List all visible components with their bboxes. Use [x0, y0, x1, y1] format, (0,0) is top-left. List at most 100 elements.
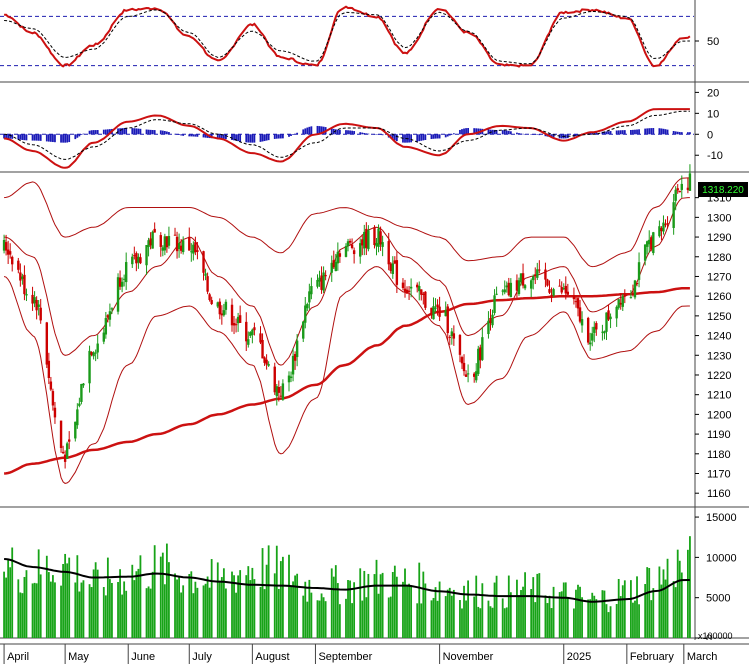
macd-histogram-bar	[416, 134, 419, 142]
macd-histogram-bar	[345, 130, 347, 135]
candle-body	[664, 224, 667, 226]
candle-body	[78, 403, 81, 406]
macd-histogram-bar	[304, 128, 307, 135]
candle-body	[106, 315, 110, 318]
candle-body	[304, 305, 307, 323]
candle-body	[135, 253, 138, 264]
macd-histogram-bar	[218, 134, 221, 139]
macd-histogram-bar	[106, 129, 109, 135]
candle-body	[678, 190, 681, 193]
x-tick-label: February	[630, 651, 675, 663]
candle-body	[159, 235, 162, 247]
candle-body	[120, 281, 124, 287]
candle-body	[88, 350, 91, 384]
macd-histogram-bar	[666, 129, 669, 135]
candle-body	[552, 289, 555, 296]
candle-body	[163, 236, 167, 251]
volume-bar	[436, 600, 439, 638]
volume-bar	[37, 549, 40, 638]
volume-bar	[288, 554, 290, 638]
macd-histogram-bar	[263, 134, 266, 142]
macd-histogram-bar	[520, 133, 522, 135]
candle-body	[49, 381, 53, 390]
volume-bar	[117, 582, 119, 638]
volume-bar	[7, 558, 10, 638]
macd-histogram-bar	[475, 128, 478, 135]
volume-bar	[509, 592, 512, 638]
macd-histogram-bar	[292, 134, 294, 135]
volume-bar	[94, 562, 97, 638]
candle-body	[375, 243, 378, 247]
macd-histogram-bar	[96, 130, 99, 135]
macd-histogram-bar	[11, 134, 14, 139]
candle-body	[607, 310, 610, 320]
volume-bar	[603, 590, 606, 638]
candle-body	[509, 282, 513, 298]
macd-histogram-bar	[644, 128, 647, 135]
volume-bar	[516, 579, 518, 638]
macd-histogram-bar	[47, 134, 50, 142]
macd-histogram-bar	[430, 134, 433, 140]
candle-body	[564, 285, 567, 294]
macd-histogram-bar	[35, 134, 38, 141]
candle-body	[580, 319, 584, 326]
macd-histogram-bar	[623, 130, 626, 135]
candle-body	[352, 250, 356, 255]
candle-body	[74, 421, 77, 439]
macd-histogram-bar	[82, 133, 85, 135]
macd-histogram-bar	[634, 129, 636, 135]
bollinger-upper-band	[4, 177, 690, 268]
macd-histogram-bar	[662, 128, 665, 135]
candle-body	[350, 244, 354, 248]
macd-histogram-bar	[636, 129, 638, 135]
macd-histogram-bar	[444, 134, 447, 138]
volume-bar	[430, 600, 433, 638]
volume-bar	[151, 571, 154, 638]
candle-body	[31, 294, 34, 304]
candle-body	[546, 279, 549, 286]
candle-body	[19, 272, 22, 281]
candle-body	[25, 294, 28, 296]
volume-bar	[448, 587, 451, 638]
macd-histogram-bar	[650, 128, 653, 135]
candle-body	[108, 311, 112, 320]
macd-histogram-bar	[347, 130, 349, 135]
volume-bar	[491, 607, 494, 638]
candle-body	[534, 274, 537, 276]
candle-body	[648, 239, 651, 245]
volume-bar	[672, 581, 675, 638]
candle-body	[479, 347, 482, 361]
candle-body	[688, 173, 692, 191]
candle-body	[361, 239, 364, 246]
volume-bar	[17, 579, 20, 638]
volume-bar	[68, 557, 71, 638]
candle-body	[204, 273, 207, 276]
x-tick-label: November	[443, 651, 494, 663]
candle-body	[422, 293, 425, 295]
macd-histogram-bar	[536, 134, 539, 135]
macd-histogram-bar	[603, 131, 606, 135]
macd-histogram-bar	[465, 128, 467, 135]
volume-bar	[231, 571, 233, 638]
candle-body	[139, 257, 142, 264]
candle-body	[137, 256, 140, 263]
macd-histogram-bar	[135, 128, 138, 135]
volume-bar	[310, 592, 313, 638]
candle-body	[643, 244, 647, 261]
volume-bar	[619, 596, 622, 638]
volume-bar	[277, 588, 280, 638]
volume-bar	[503, 608, 506, 638]
candle-body	[529, 280, 533, 289]
macd-histogram-bar	[334, 129, 337, 135]
volume-bar	[45, 555, 48, 638]
volume-bar	[636, 576, 638, 638]
macd-histogram-bar	[609, 131, 612, 135]
macd-histogram-bar	[393, 134, 396, 141]
volume-bar	[188, 574, 191, 638]
candle-body	[175, 236, 179, 252]
y-tick-label: 15000	[706, 512, 737, 524]
macd-histogram-bar	[165, 131, 168, 135]
macd-histogram-bar	[23, 134, 26, 141]
candle-body	[230, 304, 234, 326]
volume-bar	[548, 595, 551, 638]
